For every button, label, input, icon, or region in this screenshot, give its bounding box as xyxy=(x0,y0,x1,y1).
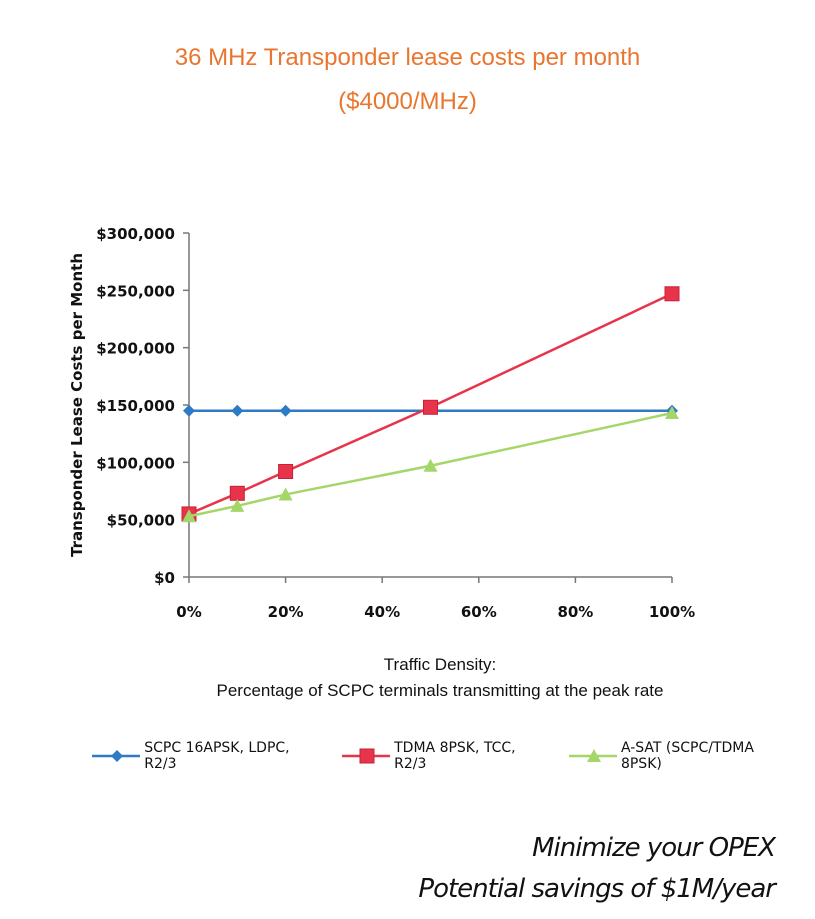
series-point-2 xyxy=(665,406,679,420)
series-point-2 xyxy=(182,509,196,523)
x-tick-label: 0% xyxy=(176,603,201,621)
y-tick-label: $300,000 xyxy=(96,225,175,243)
series-point-0 xyxy=(231,404,244,417)
x-tick-label: 40% xyxy=(364,603,400,621)
series-point-0 xyxy=(183,404,195,417)
series-point-2 xyxy=(423,458,438,472)
y-tick-label: $200,000 xyxy=(96,340,175,358)
legend-item-asat: A-SAT (SCPC/TDMA 8PSK) xyxy=(568,740,793,772)
x-tick-label: 80% xyxy=(557,603,593,621)
legend-label-scpc: SCPC 16APSK, LDPC, R2/3 xyxy=(144,740,290,772)
legend-item-scpc: SCPC 16APSK, LDPC, R2/3 xyxy=(92,740,320,772)
x-tick-label: 60% xyxy=(461,603,497,621)
series-point-1 xyxy=(664,286,680,302)
series-point-1 xyxy=(423,399,438,415)
legend-swatch-scpc xyxy=(92,750,141,762)
series-point-1 xyxy=(278,464,294,480)
legend-swatch-asat xyxy=(568,749,617,762)
x-axis-label-line1: Traffic Density: xyxy=(383,655,497,674)
x-tick-label: 20% xyxy=(268,603,304,621)
chart-legend: SCPC 16APSK, LDPC, R2/3 TDMA 8PSK, TCC, … xyxy=(92,740,815,772)
tagline-savings: Potential savings of $1M/year xyxy=(418,874,776,904)
legend-item-tdma: TDMA 8PSK, TCC, R2/3 xyxy=(341,740,547,772)
series-point-2 xyxy=(278,487,293,501)
chart-title: 36 MHz Transponder lease costs per month xyxy=(174,44,641,71)
series-point-2 xyxy=(230,498,245,512)
y-tick-label: $150,000 xyxy=(96,397,175,415)
legend-label-tdma: TDMA 8PSK, TCC, R2/3 xyxy=(394,740,516,772)
y-axis-label: Transponder Lease Costs per Month xyxy=(68,253,86,557)
tagline-opex: Minimize your OPEX xyxy=(532,833,776,863)
legend-swatch-tdma xyxy=(341,748,391,764)
series-point-0 xyxy=(279,404,292,417)
chart-subtitle: ($4000/MHz) xyxy=(338,88,477,115)
series-point-1 xyxy=(229,485,245,501)
x-tick-label: 100% xyxy=(649,603,695,621)
y-tick-label: $0 xyxy=(154,569,175,587)
y-tick-label: $250,000 xyxy=(96,282,175,300)
y-tick-label: $50,000 xyxy=(107,512,175,530)
legend-label-asat: A-SAT (SCPC/TDMA 8PSK) xyxy=(620,740,754,772)
x-axis-label-line2: Percentage of SCPC terminals transmittin… xyxy=(216,681,664,700)
y-tick-label: $100,000 xyxy=(96,454,175,472)
